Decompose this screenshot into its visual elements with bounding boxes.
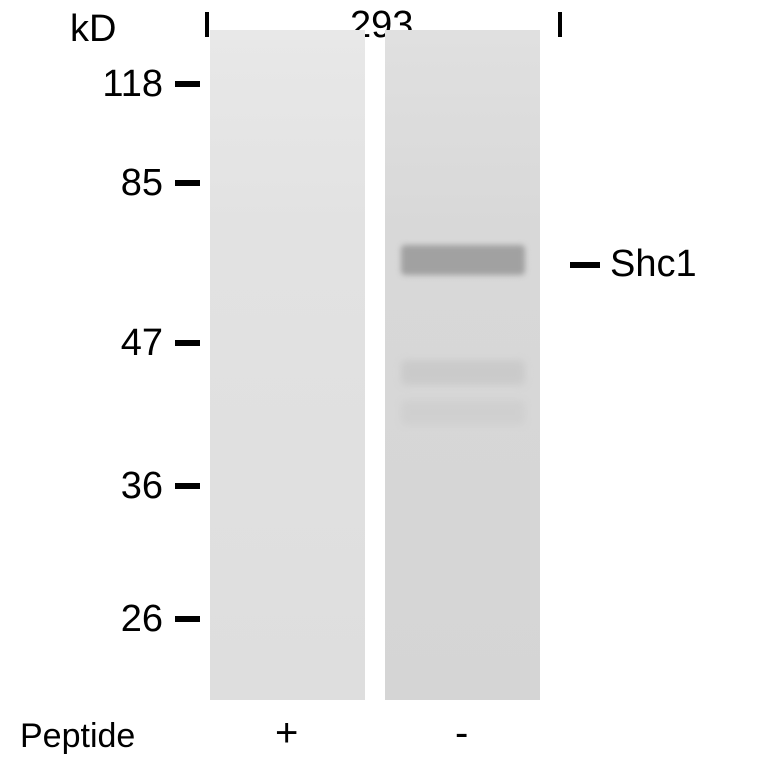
faint-band [401, 400, 525, 425]
peptide-plus-symbol: + [275, 711, 298, 756]
shc1-band [401, 245, 525, 275]
peptide-minus-symbol: - [455, 711, 468, 756]
mw-marker-118: 118 [102, 63, 163, 106]
blot-lanes [210, 30, 560, 700]
mw-tick [175, 340, 200, 346]
mw-tick [175, 180, 200, 186]
western-blot-figure: kD 293 11885473626 Shc1 Peptide + - [0, 0, 764, 764]
lane-background [210, 30, 365, 700]
mw-marker-85: 85 [121, 162, 163, 205]
mw-marker-36: 36 [121, 465, 163, 508]
peptide-row-label: Peptide [20, 717, 135, 756]
protein-name: Shc1 [610, 243, 697, 286]
lane-peptide-minus [385, 30, 540, 700]
mw-tick [175, 483, 200, 489]
mw-marker-47: 47 [121, 322, 163, 365]
units-label: kD [70, 8, 116, 51]
mw-marker-26: 26 [121, 598, 163, 641]
lane-bracket-left [205, 12, 209, 37]
dash-icon [570, 262, 600, 268]
mw-tick [175, 81, 200, 87]
mw-tick [175, 616, 200, 622]
protein-label: Shc1 [570, 243, 697, 286]
lane-peptide-plus [210, 30, 365, 700]
faint-band [401, 360, 525, 385]
